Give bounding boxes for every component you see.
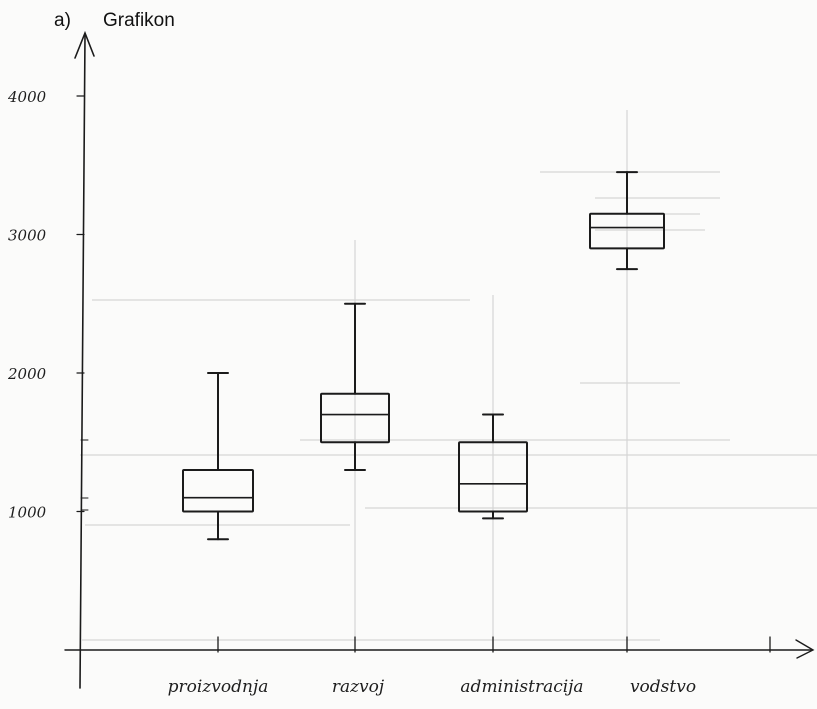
y-axis-line [79,34,86,689]
box-plot-boxes [182,171,665,541]
chart-title: Grafikon [103,10,175,31]
box-vodstvo [589,171,665,271]
box-proizvodnja [182,372,254,541]
category-label-administracija: administracija [460,677,583,697]
box-administracija [458,413,528,520]
x-axis-ticks [217,636,771,653]
category-labels: proizvodnja razvoj administracija vodstvo [168,677,696,697]
x-axis-arrowhead [795,639,815,659]
box-razvoj [320,302,390,471]
category-label-razvoj: razvoj [332,677,385,697]
pencil-guide-lines [80,110,817,648]
y-tick-label: 2000 [7,365,47,383]
chart-axes [64,30,815,689]
y-tick-label: 1000 [8,504,47,522]
y-tick-label: 3000 [8,227,47,245]
y-tick-label: 4000 [7,88,47,106]
category-label-vodstvo: vodstvo [630,677,696,697]
y-axis-ticks: 1000 2000 3000 4000 [7,88,89,522]
category-label-proizvodnja: proizvodnja [168,677,269,697]
panel-letter: a) [54,10,71,31]
iqr-box [182,468,254,513]
y-axis-arrowhead [74,30,95,59]
